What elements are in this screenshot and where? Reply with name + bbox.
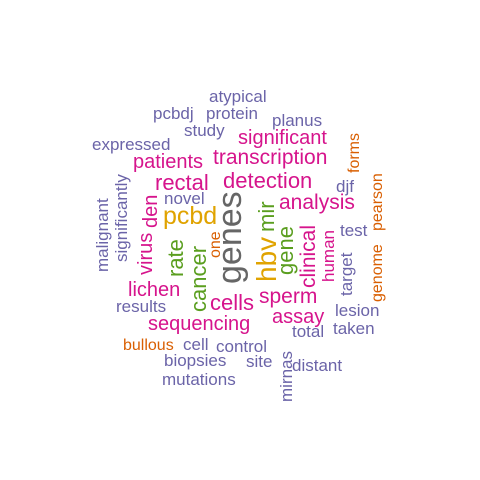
word-patients: patients bbox=[133, 151, 204, 173]
word-biopsies: biopsies bbox=[164, 351, 227, 370]
word-analysis: analysis bbox=[279, 191, 355, 214]
word-cancer: cancer bbox=[186, 245, 211, 312]
word-expressed: expressed bbox=[92, 135, 171, 154]
word-significantly: significantly bbox=[112, 174, 131, 262]
word-virus: virus bbox=[135, 232, 157, 275]
word-target: target bbox=[337, 252, 356, 296]
word-sequencing: sequencing bbox=[148, 313, 251, 335]
word-gene: gene bbox=[273, 226, 298, 275]
word-forms: forms bbox=[346, 133, 363, 173]
word-sperm: sperm bbox=[259, 285, 318, 308]
word-planus: planus bbox=[272, 111, 323, 130]
word-cell: cell bbox=[183, 335, 209, 354]
word-detection: detection bbox=[223, 168, 313, 193]
word-mutations: mutations bbox=[162, 370, 236, 389]
word-pcbdj: pcbdj bbox=[153, 104, 194, 123]
word-clinical: clinical bbox=[297, 224, 320, 288]
word-significant: significant bbox=[238, 127, 327, 149]
word-pearson: pearson bbox=[369, 173, 386, 231]
word-control: control bbox=[216, 337, 268, 356]
word-lesion: lesion bbox=[335, 301, 380, 320]
word-results: results bbox=[116, 297, 167, 316]
word-human: human bbox=[319, 230, 338, 282]
word-taken: taken bbox=[333, 319, 375, 338]
word-lichen: lichen bbox=[128, 279, 181, 301]
word-novel: novel bbox=[164, 189, 205, 208]
word-site: site bbox=[246, 352, 273, 371]
word-djf: djf bbox=[336, 177, 354, 196]
word-bullous: bullous bbox=[123, 337, 174, 354]
word-rectal: rectal bbox=[155, 170, 209, 195]
word-cells: cells bbox=[210, 290, 255, 315]
word-test: test bbox=[340, 221, 368, 240]
word-den: den bbox=[140, 194, 162, 228]
word-rate: rate bbox=[163, 239, 188, 277]
word-total: total bbox=[292, 322, 325, 341]
word-protein: protein bbox=[206, 104, 258, 123]
word-malignant: malignant bbox=[93, 198, 112, 272]
word-transcription: transcription bbox=[213, 146, 328, 169]
word-assay: assay bbox=[272, 306, 325, 328]
word-study: study bbox=[184, 121, 225, 140]
word-mirnas: mirnas bbox=[277, 350, 296, 402]
word-distant: distant bbox=[292, 356, 343, 375]
word-pcbd: pcbd bbox=[163, 202, 218, 230]
word-atypical: atypical bbox=[209, 87, 267, 106]
word-genome: genome bbox=[369, 244, 386, 302]
